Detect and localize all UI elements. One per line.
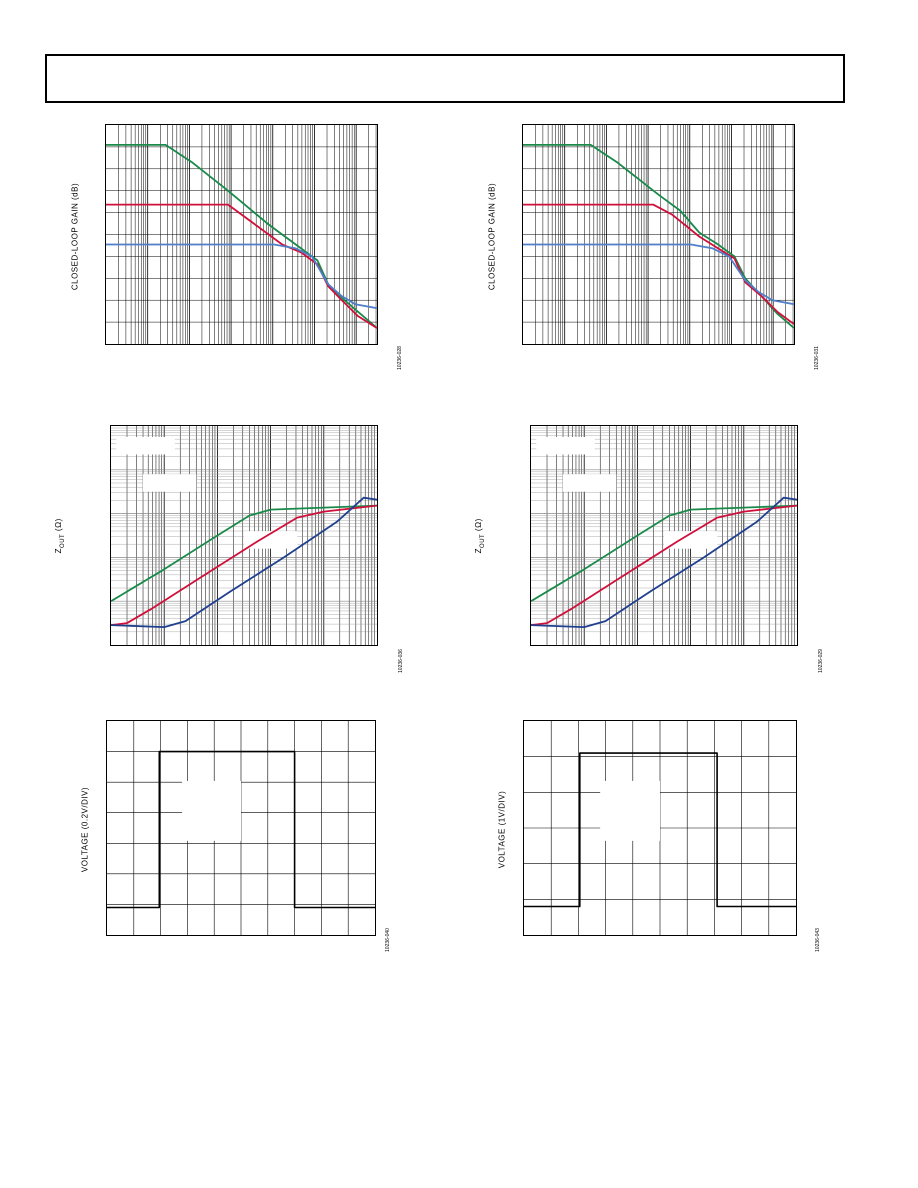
ylabel-main: Z <box>54 547 64 554</box>
figure-code: 10236-029 <box>818 649 824 673</box>
series-line-red <box>106 203 377 329</box>
output-impedance-chart-left <box>110 425 378 646</box>
series-line-lightblue <box>106 243 377 310</box>
figure-code: 10236-031 <box>814 346 820 370</box>
y-axis-label: ZOUT (Ω) <box>54 496 66 576</box>
closed-loop-gain-chart-left <box>105 124 378 345</box>
figure-code: 10236-043 <box>815 928 821 952</box>
series-line-red <box>523 203 794 325</box>
pulse-response-chart-left <box>106 720 376 936</box>
label-blank-area <box>116 436 175 455</box>
ylabel-subscript: OUT <box>479 533 486 548</box>
series-line-green <box>106 144 377 329</box>
chart-canvas <box>524 721 796 935</box>
series-line-blue <box>531 496 797 628</box>
figure-code: 10236-036 <box>398 649 404 673</box>
y-axis-label: VOLTAGE (0.2V/DIV) <box>80 786 90 873</box>
ylabel-unit: (Ω) <box>474 518 484 532</box>
series-line-red <box>531 504 797 626</box>
y-axis-label: CLOSED-LOOP GAIN (dB) <box>70 182 80 291</box>
grid <box>111 426 377 645</box>
legend-blank-area <box>600 780 660 841</box>
label-blank-area <box>536 436 595 455</box>
pulse-response-chart-right <box>523 720 797 936</box>
chart-canvas <box>106 125 377 344</box>
series-line-green <box>111 504 377 602</box>
series-line-green <box>523 144 794 329</box>
label-blank-area <box>142 474 197 492</box>
y-axis-label: ZOUT (Ω) <box>474 496 486 576</box>
figure-code: 10236-028 <box>397 346 403 370</box>
series-line-lightblue <box>523 243 794 306</box>
series-line-green <box>531 504 797 602</box>
ylabel-subscript: OUT <box>59 533 66 548</box>
label-blank-area <box>562 474 617 492</box>
series-line-blue <box>111 496 377 628</box>
label-blank-area <box>664 531 718 549</box>
legend-blank-area <box>182 780 241 841</box>
output-impedance-chart-right <box>530 425 798 646</box>
series-line-black <box>524 752 796 908</box>
chart-canvas <box>531 426 797 645</box>
ylabel-main: Z <box>474 547 484 554</box>
chart-canvas <box>107 721 375 935</box>
grid <box>106 125 377 344</box>
grid <box>523 125 794 344</box>
series-line-black <box>107 750 375 909</box>
y-axis-label: CLOSED-LOOP GAIN (dB) <box>487 182 497 291</box>
y-axis-label: VOLTAGE (1V/DIV) <box>497 790 507 869</box>
label-blank-area <box>244 531 298 549</box>
chart-canvas <box>111 426 377 645</box>
ylabel-unit: (Ω) <box>54 518 64 532</box>
figure-code: 10236-040 <box>385 928 391 952</box>
header-frame <box>45 54 845 103</box>
closed-loop-gain-chart-right <box>522 124 795 345</box>
series-line-red <box>111 504 377 626</box>
chart-canvas <box>523 125 794 344</box>
